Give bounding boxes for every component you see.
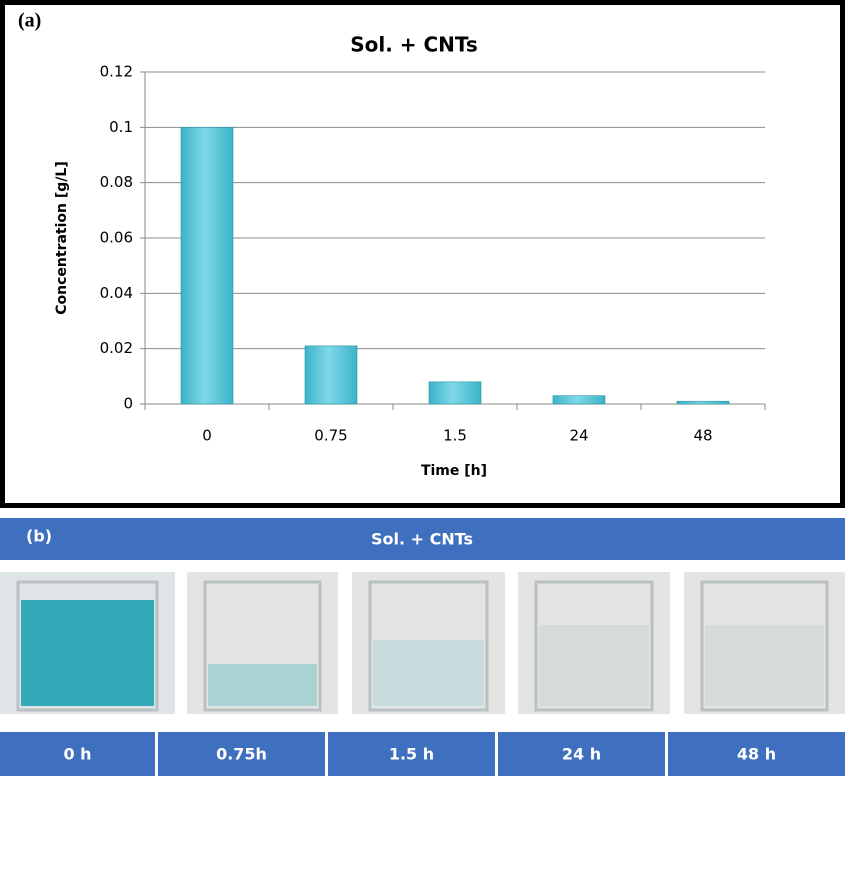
liquid xyxy=(705,625,824,706)
x-tick-label: 0 xyxy=(202,427,212,445)
bar xyxy=(305,346,357,404)
x-tick-label: 48 xyxy=(693,427,712,445)
x-axis-label: Time [h] xyxy=(421,463,487,479)
time-label: 0 h xyxy=(63,745,91,764)
liquid xyxy=(208,664,317,706)
y-tick-label: 0.08 xyxy=(100,173,133,191)
y-tick-label: 0.02 xyxy=(100,339,133,357)
chart-title: Sol. + CNTs xyxy=(350,33,478,57)
bar xyxy=(429,382,481,404)
figure: (a) Sol. + CNTs Time [h] Concentration [… xyxy=(0,0,845,876)
time-label: 48 h xyxy=(737,745,776,764)
time-label: 0.75h xyxy=(216,745,267,764)
x-tick-label: 1.5 xyxy=(443,427,467,445)
y-tick-label: 0 xyxy=(123,395,133,413)
time-label: 24 h xyxy=(562,745,601,764)
banner-title: Sol. + CNTs xyxy=(371,530,473,549)
bar xyxy=(553,396,605,404)
y-tick-label: 0.06 xyxy=(100,229,133,247)
time-label: 1.5 h xyxy=(389,745,434,764)
liquid xyxy=(539,625,649,706)
bar xyxy=(181,127,233,404)
x-tick-label: 24 xyxy=(569,427,588,445)
liquid xyxy=(21,600,154,706)
y-tick-label: 0.04 xyxy=(100,284,133,302)
y-axis-label: Concentration [g/L] xyxy=(54,161,70,314)
bar xyxy=(677,401,729,404)
panel-label: (b) xyxy=(26,527,52,546)
x-tick-label: 0.75 xyxy=(314,427,347,445)
liquid xyxy=(373,640,484,706)
panel-label: (a) xyxy=(18,10,41,32)
y-tick-label: 0.12 xyxy=(100,63,133,81)
y-tick-label: 0.1 xyxy=(109,118,133,136)
photo-strip xyxy=(0,572,845,714)
